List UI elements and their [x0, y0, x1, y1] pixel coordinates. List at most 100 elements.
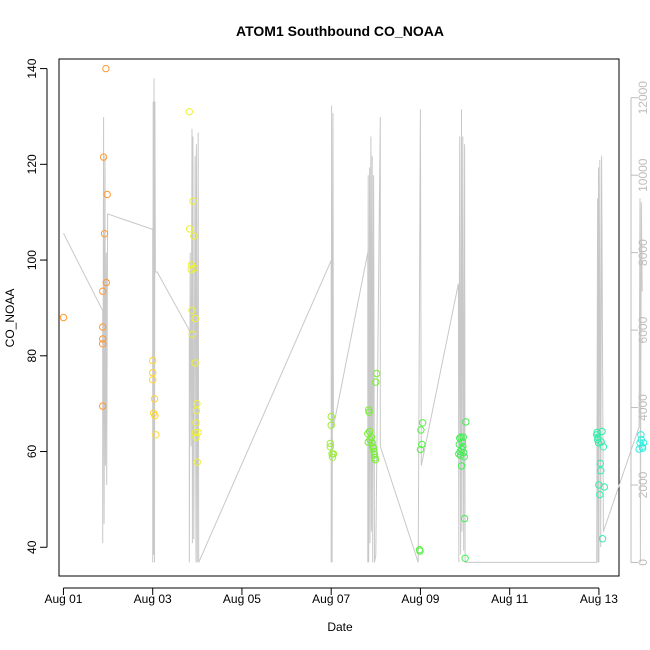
x-tick-label: Aug 03	[134, 592, 172, 606]
data-point	[191, 428, 200, 437]
data-point	[192, 419, 200, 427]
data-point	[102, 64, 110, 73]
data-point	[459, 433, 467, 441]
data-point	[368, 439, 376, 447]
data-point	[598, 427, 606, 436]
y2-tick-label: 12000	[636, 81, 650, 115]
y-tick-label: 80	[25, 349, 39, 363]
data-point	[327, 421, 335, 429]
data-point	[369, 443, 377, 451]
y-tick-label: 120	[25, 154, 39, 174]
data-point	[328, 453, 337, 461]
x-tick-label: Aug 13	[580, 592, 618, 606]
data-point	[326, 439, 334, 448]
y-tick-label: 140	[25, 58, 39, 78]
data-point	[193, 400, 201, 408]
data-point	[193, 458, 202, 466]
data-point	[371, 456, 380, 464]
data-point	[99, 402, 107, 410]
y2-tick-label: 8000	[636, 239, 650, 266]
data-point	[192, 407, 201, 415]
plot-frame	[58, 58, 620, 577]
data-point	[102, 278, 111, 287]
y2-tick-label: 2000	[636, 471, 650, 498]
y-tick-label: 60	[25, 445, 39, 459]
points-group	[59, 64, 648, 562]
data-point	[418, 440, 426, 449]
data-point	[458, 438, 467, 446]
y2-tick-label: 0	[636, 559, 650, 566]
chart-title: ATOM1 Southbound CO_NOAA	[236, 23, 444, 39]
data-point	[189, 197, 197, 205]
data-point	[637, 431, 645, 439]
data-point	[326, 443, 334, 451]
data-point	[416, 547, 424, 555]
data-point	[329, 450, 338, 458]
data-point	[416, 445, 425, 454]
data-point	[59, 313, 68, 322]
data-point	[460, 453, 468, 461]
data-point	[191, 359, 199, 367]
data-point	[99, 323, 107, 331]
x-tick-label: Aug 01	[44, 592, 82, 606]
data-point	[457, 433, 465, 441]
x-tick-label: Aug 09	[401, 592, 439, 606]
data-point	[191, 314, 199, 323]
data-point	[597, 467, 605, 475]
data-point	[192, 433, 200, 441]
data-point	[597, 438, 605, 446]
data-point	[596, 490, 604, 499]
x-tick-label: Aug 05	[223, 592, 261, 606]
data-point	[152, 431, 160, 439]
data-point	[460, 514, 469, 523]
data-point	[190, 264, 198, 272]
data-point	[150, 395, 159, 403]
data-point	[149, 376, 157, 384]
data-point	[99, 340, 107, 348]
altitude-trace-group	[63, 78, 643, 563]
altitude-trace-line	[63, 78, 643, 563]
data-point	[596, 459, 604, 468]
x-tick-label: Aug 11	[491, 592, 528, 606]
data-point	[103, 190, 111, 199]
y-tick-label: 100	[25, 250, 39, 270]
data-point	[367, 433, 376, 441]
data-point	[149, 356, 157, 365]
data-point	[365, 408, 373, 416]
data-point	[598, 535, 607, 543]
data-point	[149, 368, 157, 377]
data-point	[460, 448, 468, 457]
data-point	[99, 287, 107, 295]
y-axis-label: CO_NOAA	[3, 289, 17, 348]
axes-group: 40 60 80 100 120 140 Aug 01 Aug 03 Aug 05 Aug 07 A…	[25, 58, 650, 606]
data-point	[457, 462, 466, 470]
data-point	[639, 439, 648, 447]
data-point	[188, 330, 197, 338]
data-point	[600, 483, 608, 491]
data-point	[373, 369, 381, 378]
data-point	[188, 306, 196, 314]
y2-tick-label: 6000	[636, 316, 650, 343]
data-point	[327, 412, 335, 421]
data-point	[186, 225, 194, 233]
data-point	[372, 378, 380, 386]
y2-tick-label: 4000	[636, 394, 650, 421]
y-tick-label: 40	[25, 540, 39, 554]
data-point	[99, 153, 108, 161]
x-tick-label: Aug 07	[312, 592, 350, 606]
data-point	[638, 444, 647, 452]
data-point	[151, 411, 159, 420]
data-point	[185, 108, 194, 116]
data-point	[370, 451, 379, 459]
data-point	[462, 418, 470, 426]
data-point	[100, 230, 109, 238]
data-point	[417, 426, 425, 434]
data-point	[99, 335, 107, 343]
data-point	[461, 554, 469, 562]
data-point	[190, 232, 198, 240]
data-point	[194, 428, 202, 437]
data-point	[593, 428, 601, 437]
data-point	[419, 419, 427, 427]
x-axis-label: Date	[327, 620, 353, 634]
